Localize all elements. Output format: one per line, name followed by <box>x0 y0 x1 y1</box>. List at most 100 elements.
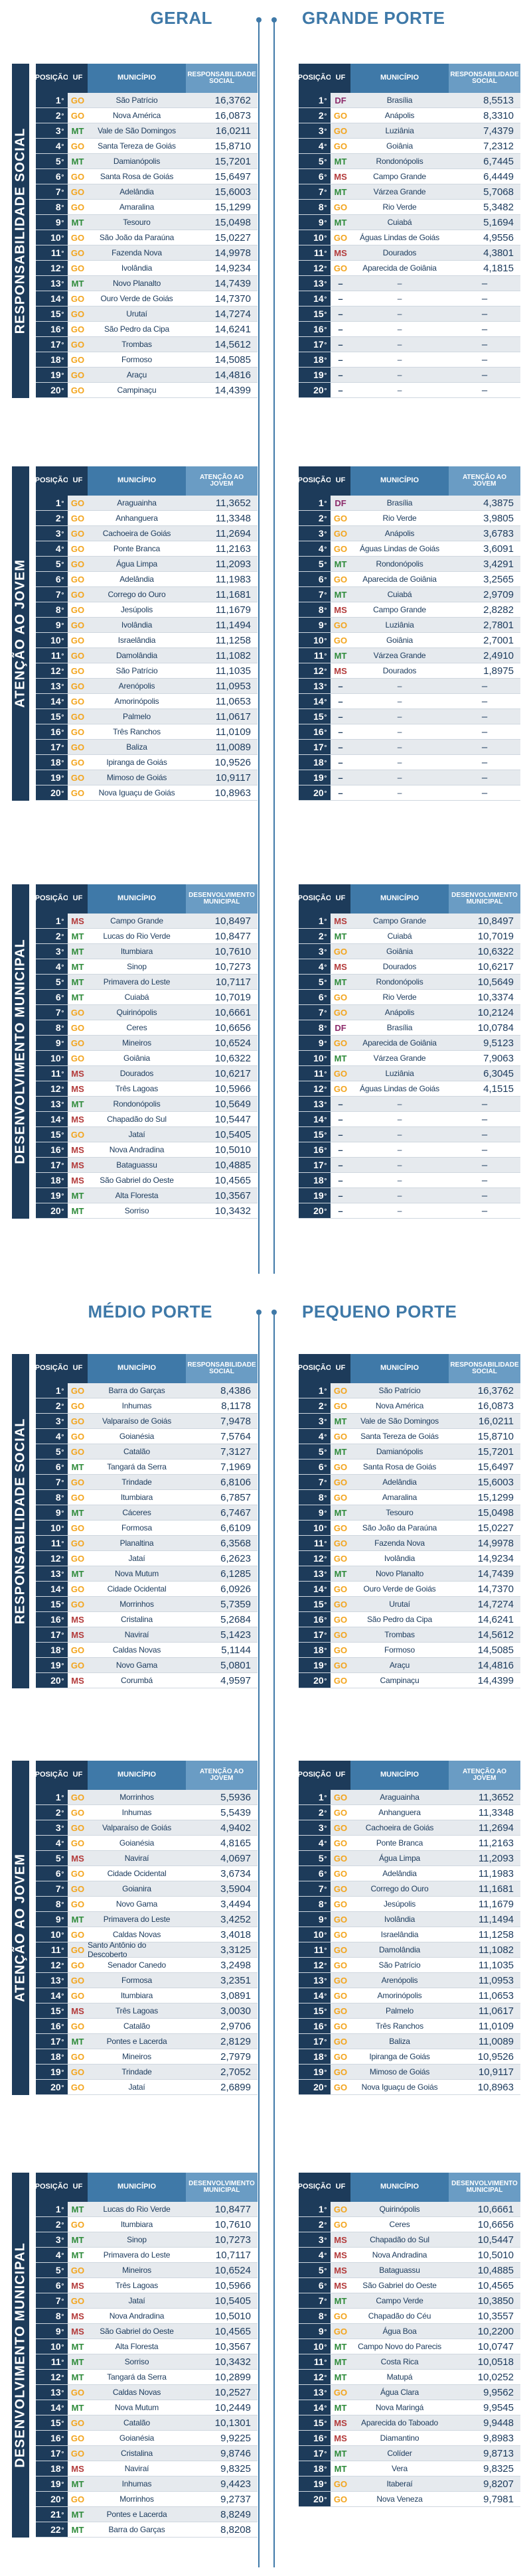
table-row: 9 º MT Tesouro 15,0498 <box>299 1505 520 1521</box>
score-cell: 11,0653 <box>449 1988 520 2003</box>
municipio-cell: Sorriso <box>88 1203 186 1218</box>
uf-cell: MT <box>68 2202 88 2216</box>
score-cell: 10,5447 <box>449 2232 520 2247</box>
municipio-cell: Naviraí <box>88 1627 186 1642</box>
score-cell: 10,1301 <box>186 2415 258 2430</box>
score-cell: 11,2694 <box>449 1820 520 1835</box>
score-cell: 11,3652 <box>186 496 258 510</box>
municipio-cell: São Pedro da Cipa <box>350 1612 449 1627</box>
uf-cell: GO <box>331 1851 350 1865</box>
score-cell: 10,7273 <box>186 959 258 974</box>
table-row: 10 º GO São João da Paraúna 15,0227 <box>36 230 258 245</box>
score-cell: 10,5649 <box>186 1097 258 1111</box>
municipio-cell: – <box>350 724 449 739</box>
score-cell: 10,4565 <box>186 1173 258 1187</box>
score-cell: 9,8713 <box>449 2446 520 2461</box>
score-cell: 2,8129 <box>186 2034 258 2049</box>
uf-cell: GO <box>68 139 88 153</box>
score-cell: 6,3568 <box>186 1536 258 1550</box>
rank-cell: 20 º <box>36 785 68 800</box>
uf-cell: GO <box>68 709 88 724</box>
table-row: 19 º MT Inhumas 9,4423 <box>36 2476 258 2492</box>
rank-cell: 18 º <box>36 1643 68 1657</box>
rank-cell: 20 º <box>299 2492 331 2506</box>
rank-cell: 10 º <box>299 1051 331 1065</box>
rank-cell: 16 º <box>36 1612 68 1627</box>
municipio-cell: Formosa <box>88 1973 186 1988</box>
table-row: 15 º GO Catalão 10,1301 <box>36 2415 258 2431</box>
municipio-cell: Araguainha <box>350 1790 449 1804</box>
table-row: 5 º GO Água Limpa 11,2093 <box>36 557 258 572</box>
ranking-table-grande-desenv: POSIÇÃO UF MUNICÍPIO DESENVOLVIMENTO MUNICI… <box>298 884 520 1219</box>
municipio-cell: Anhanguera <box>88 511 186 525</box>
rank-cell: 10 º <box>36 1051 68 1065</box>
table-row: 7 º GO Trindade 6,8106 <box>36 1475 258 1490</box>
table-row: 12 º MS Três Lagoas 10,5966 <box>36 1081 258 1097</box>
table-row: 6 º GO Santa Rosa de Goiás 15,6497 <box>36 169 258 184</box>
score-cell: 4,0697 <box>186 1851 258 1865</box>
score-cell: 15,0227 <box>449 1521 520 1535</box>
table-row: 14 º – – – <box>299 1112 520 1127</box>
rank-cell: 20 º <box>36 2080 68 2094</box>
rank-cell: 15 º <box>36 2415 68 2430</box>
table-row: 5 º MT Rondonópolis 3,4291 <box>299 557 520 572</box>
municipio-cell: Cachoeira de Goiás <box>88 526 186 541</box>
municipio-cell: Araçu <box>88 368 186 382</box>
table-row: 1 º GO São Patrício 16,3762 <box>36 93 258 108</box>
uf-cell: GO <box>331 1805 350 1820</box>
score-cell: 10,4565 <box>186 2324 258 2339</box>
table-row: 2 º GO Anhanguera 11,3348 <box>36 511 258 526</box>
rank-cell: 10 º <box>36 1927 68 1942</box>
rank-cell: 14 º <box>299 1582 331 1596</box>
table-row: 10 º MT Várzea Grande 7,9063 <box>299 1051 520 1066</box>
uf-cell: MT <box>68 990 88 1004</box>
score-cell: – <box>449 694 520 709</box>
score-cell: 10,8497 <box>449 914 520 928</box>
table-row: 17 º MS Bataguassu 10,4885 <box>36 1158 258 1173</box>
municipio-cell: Israelândia <box>350 1927 449 1942</box>
score-cell: – <box>449 1142 520 1157</box>
rank-cell: 19 º <box>36 2065 68 2079</box>
score-cell: 2,4910 <box>449 648 520 663</box>
score-cell: 14,9978 <box>186 245 258 260</box>
table-row: 3 º MT Vale de São Domingos 16,0211 <box>36 123 258 139</box>
score-cell: 14,6241 <box>186 322 258 336</box>
uf-cell: GO <box>68 1790 88 1804</box>
uf-cell: GO <box>68 694 88 709</box>
score-cell: 11,1258 <box>186 633 258 647</box>
score-cell: 5,1144 <box>186 1643 258 1657</box>
score-cell: – <box>449 709 520 724</box>
table-row: 10 º GO Goiânia 2,7001 <box>299 633 520 648</box>
municipio-cell: Ceres <box>350 2217 449 2232</box>
uf-cell: GO <box>68 1582 88 1596</box>
score-cell: 10,7019 <box>449 929 520 943</box>
municipio-cell: Ponte Branca <box>350 1836 449 1850</box>
municipio-cell: Cuiabá <box>350 929 449 943</box>
municipio-cell: Inhumas <box>88 2476 186 2491</box>
rank-cell: 10 º <box>299 230 331 245</box>
table-row: 10 º MT Campo Novo do Parecis 10,0747 <box>299 2339 520 2354</box>
table-row: 12 º GO São Patrício 11,1035 <box>36 663 258 679</box>
municipio-cell: Brasília <box>350 1020 449 1035</box>
table-row: 12 º GO Aparecida de Goiânia 4,1815 <box>299 261 520 276</box>
table-row: 14 º GO Itumbiara 3,0891 <box>36 1988 258 2003</box>
score-cell: 11,1258 <box>449 1927 520 1942</box>
rank-cell: 19 º <box>299 1188 331 1203</box>
rank-cell: 14 º <box>299 1112 331 1126</box>
uf-cell: GO <box>331 1942 350 1957</box>
score-cell: 11,0089 <box>186 740 258 754</box>
table-row: 16 º – – – <box>299 322 520 337</box>
municipio-cell: Ivolândia <box>88 261 186 275</box>
municipio-cell: Senador Canedo <box>88 1958 186 1972</box>
uf-cell: MS <box>331 2278 350 2293</box>
ranking-table-pequeno-social: POSIÇÃO UF MUNICÍPIO RESPONSABILIDADE SOCIA… <box>298 1354 520 1688</box>
rank-cell: 17 º <box>299 337 331 352</box>
municipio-cell: Várzea Grande <box>350 184 449 199</box>
